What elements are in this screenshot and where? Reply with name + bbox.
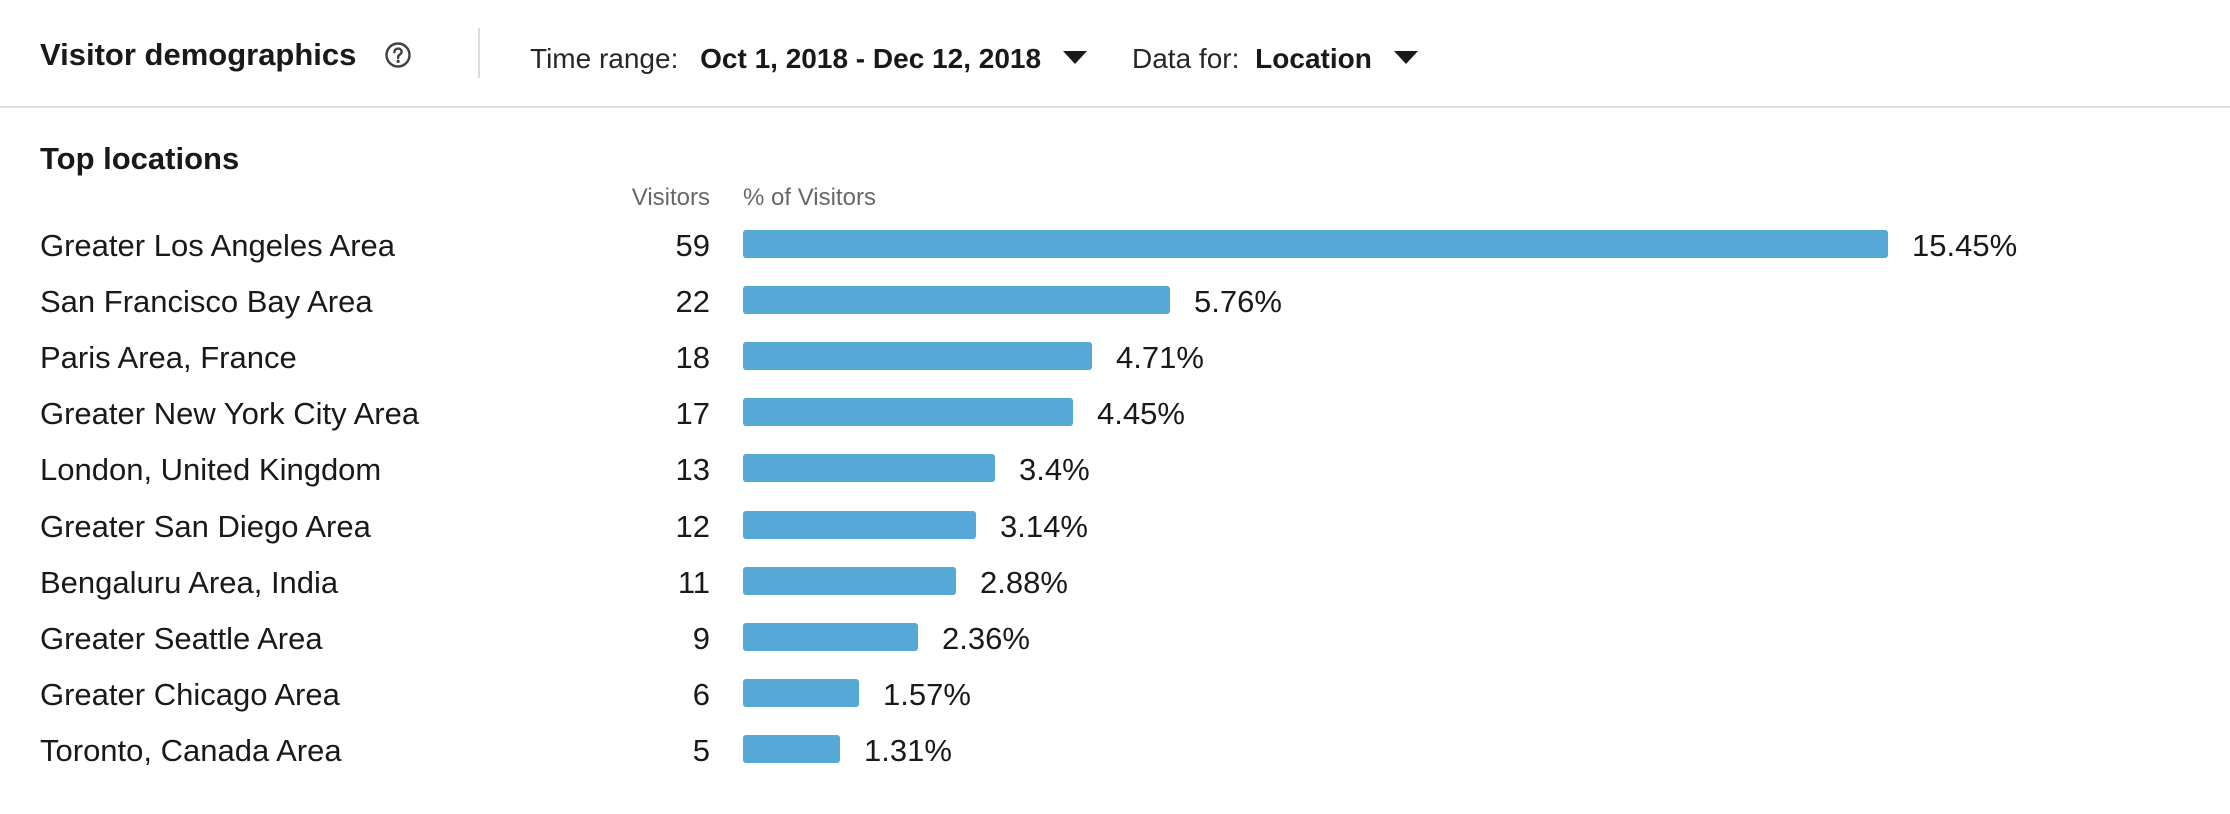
data-for-label: Data for: (1132, 43, 1240, 74)
location-row: Greater New York City Area 17 4.45% (0, 386, 2230, 442)
visitor-count: 11 (677, 564, 710, 600)
percent-bar (743, 566, 956, 595)
location-row: Greater San Diego Area 12 3.14% (0, 499, 2230, 555)
location-name: San Francisco Bay Area (40, 284, 373, 320)
caret-down-icon (1062, 51, 1087, 65)
percent-label: 3.4% (1019, 452, 1090, 488)
visitor-count: 6 (692, 676, 710, 712)
percent-bar (743, 734, 840, 763)
location-name: Greater New York City Area (40, 396, 420, 432)
time-range-dropdown[interactable]: Time range: Oct 1, 2018 - Dec 12, 2018 (530, 40, 1087, 78)
percent-label: 4.71% (1116, 340, 1204, 376)
visitor-count: 9 (692, 620, 710, 656)
percent-label: 4.45% (1097, 396, 1185, 432)
percent-bar (743, 230, 1888, 258)
header-bar: Visitor demographics Time range: Oct 1, … (0, 0, 2230, 108)
percent-label: 3.14% (1000, 508, 1088, 544)
visitor-count: 12 (675, 508, 710, 544)
location-name: Greater Seattle Area (40, 620, 323, 656)
caret-down-icon (1393, 51, 1418, 65)
visitor-count: 59 (675, 228, 710, 263)
visitor-count: 5 (692, 732, 710, 768)
section-title: Top locations (40, 141, 240, 176)
header-divider (478, 28, 480, 78)
page-title: Visitor demographics (40, 37, 357, 72)
location-name: Toronto, Canada Area (40, 732, 342, 768)
percent-bar (743, 678, 859, 707)
location-row: Greater Seattle Area 9 2.36% (0, 611, 2230, 667)
location-row: Bengaluru Area, India 11 2.88% (0, 555, 2230, 611)
time-range-value: Oct 1, 2018 - Dec 12, 2018 (700, 43, 1042, 74)
location-name: London, United Kingdom (40, 452, 382, 488)
location-name: Greater Chicago Area (40, 676, 340, 712)
visitor-count: 18 (675, 340, 710, 376)
location-row: London, United Kingdom 13 3.4% (0, 442, 2230, 498)
time-range-label: Time range: (530, 43, 679, 74)
percent-bar (743, 510, 976, 539)
visitor-count: 22 (675, 284, 710, 320)
location-row: Paris Area, France 18 4.71% (0, 330, 2230, 386)
location-name: Greater San Diego Area (40, 508, 371, 544)
visitor-count: 17 (675, 396, 710, 432)
percent-label: 5.76% (1194, 284, 1282, 320)
percent-label: 1.31% (864, 732, 952, 768)
location-row: Toronto, Canada Area 5 1.31% (0, 723, 2230, 779)
location-row: Greater Los Angeles Area 59 15.45% (0, 218, 2230, 274)
percent-bar (743, 454, 995, 483)
question-circle-icon[interactable] (384, 41, 412, 69)
location-name: Greater Los Angeles Area (40, 228, 396, 263)
percent-label: 2.36% (942, 620, 1030, 656)
column-header-percent: % of Visitors (743, 184, 876, 211)
percent-label: 15.45% (1912, 228, 2018, 263)
percent-label: 1.57% (883, 676, 971, 712)
column-header-visitors: Visitors (631, 184, 710, 211)
percent-bar (743, 398, 1073, 427)
location-row: Greater Chicago Area 6 1.57% (0, 667, 2230, 723)
data-for-value: Location (1255, 43, 1372, 74)
visitor-count: 13 (675, 452, 710, 488)
percent-label: 2.88% (980, 564, 1068, 600)
percent-bar (743, 622, 918, 651)
location-row: San Francisco Bay Area 22 5.76% (0, 274, 2230, 330)
location-name: Bengaluru Area, India (40, 564, 339, 600)
percent-bar (743, 286, 1170, 315)
percent-bar (743, 342, 1092, 371)
data-for-dropdown[interactable]: Data for: Location (1132, 40, 1418, 78)
location-name: Paris Area, France (40, 340, 297, 376)
